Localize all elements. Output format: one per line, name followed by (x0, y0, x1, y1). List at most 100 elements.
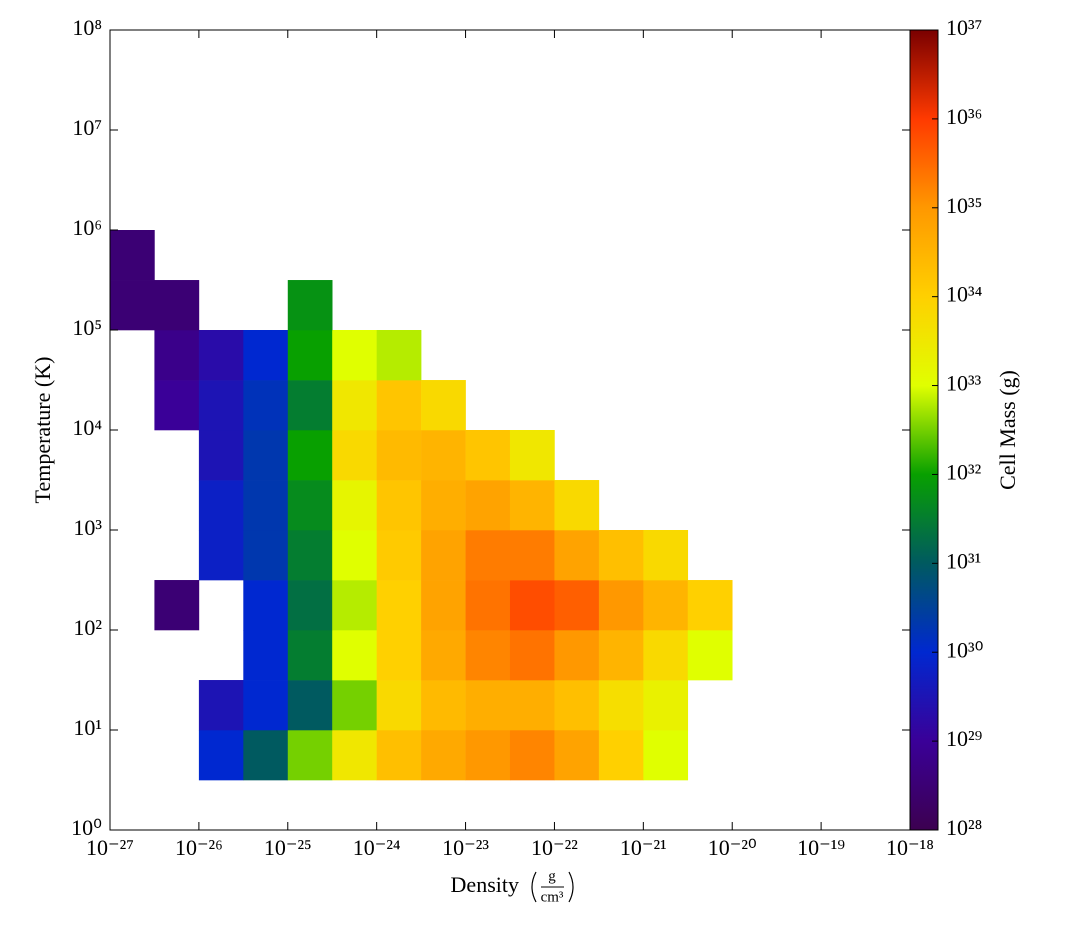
heatmap-cell (376, 380, 422, 431)
heatmap-cell (287, 730, 333, 781)
x-unit-denominator: cm³ (541, 889, 564, 905)
heatmap-cell (376, 330, 422, 381)
colorbar-label: Cell Mass (g) (995, 370, 1020, 490)
heatmap-cell (554, 580, 600, 631)
heatmap-cell (154, 280, 200, 331)
heatmap-cell (598, 530, 644, 581)
heatmap-cell (332, 380, 377, 431)
x-tick-label: 10⁻²⁴ (353, 835, 401, 860)
heatmap-cell (332, 480, 377, 531)
heatmap-cell (554, 630, 600, 681)
heatmap-cell (332, 680, 377, 731)
heatmap-cell (465, 480, 511, 531)
heatmap-cell (243, 380, 289, 431)
y-tick-label: 10⁶ (72, 215, 102, 240)
heatmap-cell (465, 530, 511, 581)
heatmap-cell (154, 330, 200, 381)
heatmap-cell (465, 730, 511, 781)
y-tick-label: 10⁸ (72, 15, 102, 40)
colorbar-tick-label: 10²⁸ (946, 815, 982, 840)
heatmap-cell (421, 680, 466, 731)
x-tick-label: 10⁻¹⁹ (797, 835, 845, 860)
x-tick-label: 10⁻²² (531, 835, 578, 860)
heatmap-cell (421, 580, 466, 631)
heatmap-cell (554, 530, 600, 581)
heatmap-cell (154, 380, 200, 431)
x-unit-numerator: g (548, 868, 556, 884)
heatmap-cell (687, 580, 733, 631)
colorbar-tick-label: 10³⁴ (946, 282, 983, 307)
heatmap-cells (110, 230, 733, 781)
heatmap-cell (243, 430, 289, 481)
y-tick-label: 10⁴ (72, 415, 102, 440)
heatmap-cell (287, 630, 333, 681)
colorbar-tick-label: 10³¹ (946, 548, 981, 573)
heatmap-cell (421, 480, 466, 531)
heatmap-cell (110, 230, 155, 281)
heatmap-cell (287, 280, 333, 331)
y-tick-label: 10¹ (73, 715, 102, 740)
x-tick-label: 10⁻²⁵ (264, 835, 312, 860)
heatmap-cell (287, 430, 333, 481)
heatmap-cell (421, 380, 466, 431)
heatmap-cell (554, 730, 600, 781)
heatmap-cell (332, 730, 377, 781)
heatmap-cell (332, 330, 377, 381)
colorbar-tick-label: 10³⁷ (946, 15, 982, 40)
y-tick-label: 10² (73, 615, 102, 640)
heatmap-cell (198, 330, 244, 381)
heatmap-cell (332, 430, 377, 481)
colorbar-tick-label: 10³³ (946, 371, 982, 396)
heatmap-cell (198, 680, 244, 731)
heatmap-cell (287, 380, 333, 431)
y-axis-label: Temperature (K) (30, 357, 55, 504)
heatmap-cell (376, 480, 422, 531)
heatmap-cell (554, 480, 600, 531)
heatmap-cell (287, 330, 333, 381)
heatmap-cell (376, 430, 422, 481)
paren (531, 871, 537, 903)
heatmap-cell (287, 530, 333, 581)
heatmap-cell (198, 480, 244, 531)
y-tick-label: 10⁰ (71, 815, 102, 840)
colorbar (909, 29, 939, 831)
heatmap-cell (643, 680, 689, 731)
x-tick-label: 10⁻²⁷ (86, 835, 134, 860)
heatmap-cell (287, 680, 333, 731)
colorbar-tick-label: 10³⁰ (946, 637, 984, 662)
heatmap-cell (421, 530, 466, 581)
x-tick-label: 10⁻²¹ (620, 835, 667, 860)
heatmap-cell (509, 530, 555, 581)
heatmap-cell (332, 580, 377, 631)
heatmap-cell (598, 580, 644, 631)
heatmap-cell (198, 730, 244, 781)
heatmap-cell (243, 580, 289, 631)
heatmap-cell (643, 580, 689, 631)
heatmap-cell (243, 330, 289, 381)
heatmap-cell (598, 730, 644, 781)
heatmap-cell (509, 580, 555, 631)
colorbar-tick-label: 10³⁵ (946, 193, 982, 218)
heatmap-cell (421, 430, 466, 481)
heatmap-cell (376, 630, 422, 681)
heatmap-cell (110, 280, 155, 331)
heatmap-cell (598, 630, 644, 681)
heatmap-cell (554, 680, 600, 731)
heatmap-cell (421, 730, 466, 781)
heatmap-cell (509, 630, 555, 681)
heatmap-cell (243, 480, 289, 531)
heatmap-cell (287, 480, 333, 531)
x-tick-label: 10⁻¹⁸ (886, 835, 934, 860)
heatmap-cell (509, 680, 555, 731)
x-tick-label: 10⁻²⁰ (708, 835, 757, 860)
heatmap-cell (198, 530, 244, 581)
x-tick-label: 10⁻²⁶ (175, 835, 223, 860)
heatmap-cell (421, 630, 466, 681)
heatmap-cell (243, 680, 289, 731)
heatmap-cell (287, 580, 333, 631)
heatmap-cell (198, 430, 244, 481)
heatmap-cell (376, 680, 422, 731)
heatmap-cell (332, 630, 377, 681)
